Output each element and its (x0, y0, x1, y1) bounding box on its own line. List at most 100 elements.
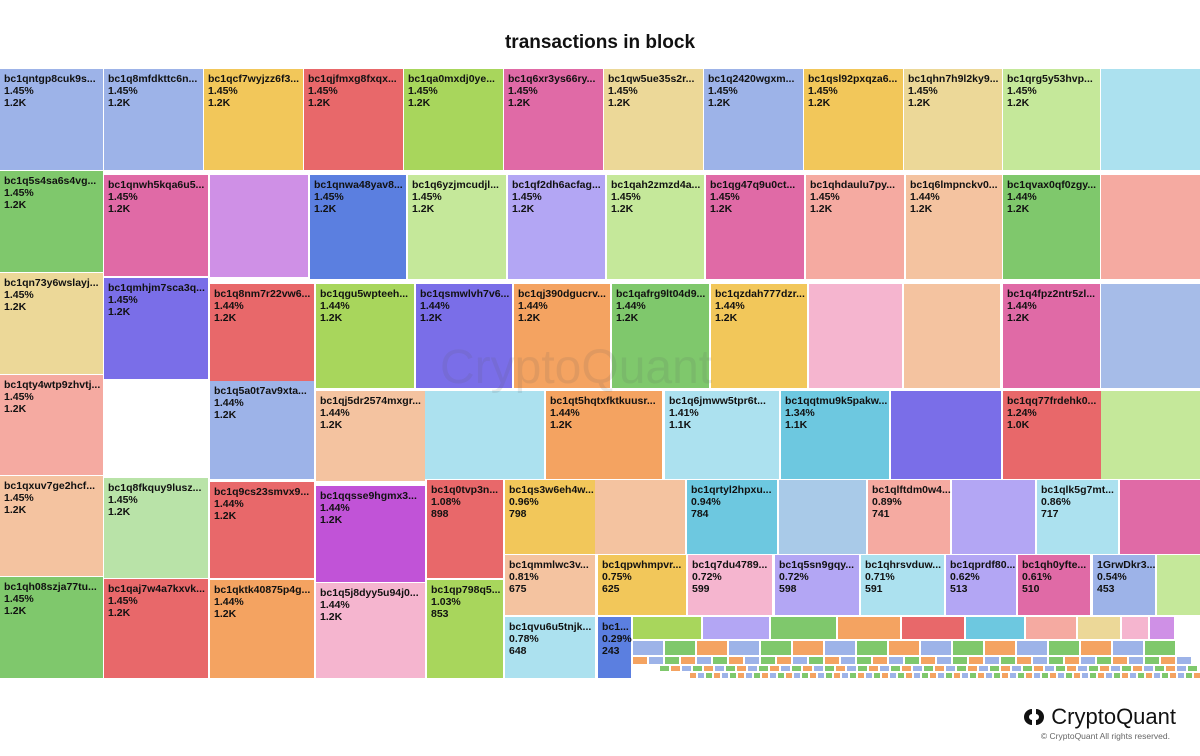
treemap-tile[interactable] (1150, 617, 1174, 639)
treemap-tile[interactable] (779, 480, 866, 554)
treemap-tile[interactable]: 1GrwDkr3...0.54%453 (1093, 555, 1155, 615)
treemap-tile[interactable] (902, 617, 964, 639)
treemap-tile[interactable]: bc1qah2zmzd4a...1.45%1.2K (607, 175, 704, 279)
treemap-tile[interactable] (1101, 69, 1200, 170)
treemap-tile[interactable]: bc1qgu5wpteeh...1.44%1.2K (316, 284, 414, 388)
treemap-tile-rect (508, 175, 605, 279)
treemap-tile[interactable] (633, 617, 701, 639)
treemap-tile[interactable]: bc1qrtyl2hpxu...0.94%784 (687, 480, 777, 554)
treemap-tile[interactable] (1101, 175, 1200, 279)
small-tx-tile (1023, 666, 1032, 671)
treemap-tile-rect (861, 555, 944, 615)
treemap-tile[interactable]: bc1qmhjm7sca3q...1.45%1.2K (104, 278, 208, 379)
treemap-tile[interactable]: bc1qt5hqtxfktkuusr...1.44%1.2K (546, 391, 662, 479)
tile-value: 1.2K (108, 506, 131, 518)
treemap-tile[interactable]: bc1qmmlwc3v...0.81%675 (505, 555, 595, 615)
treemap-tile[interactable]: bc1qnwa48yav8...1.45%1.2K (310, 175, 406, 279)
treemap-tile[interactable] (771, 617, 836, 639)
treemap-tile[interactable]: bc1qj5dr2574mxgr...1.44%1.2K (316, 391, 425, 481)
treemap-tile[interactable] (703, 617, 769, 639)
treemap-tile[interactable]: bc1qxuv7ge2hcf...1.45%1.2K (0, 476, 103, 576)
treemap-tile[interactable]: bc1q5a0t7av9xta...1.44%1.2K (210, 381, 314, 479)
treemap-tile[interactable] (1078, 617, 1120, 639)
treemap-tile[interactable]: bc1qaj7w4a7kxvk...1.45%1.2K (104, 579, 208, 678)
treemap-tile[interactable] (952, 480, 1035, 554)
treemap-tile[interactable]: bc1qzdah777dzr...1.44%1.2K (711, 284, 807, 388)
treemap-tile[interactable]: bc1q6xr3ys66ry...1.45%1.2K (504, 69, 603, 170)
treemap-tile[interactable]: bc1qa0mxdj0ye...1.45%1.2K (404, 69, 503, 170)
treemap-tile[interactable]: bc1qs3w6eh4w...0.96%798 (505, 480, 595, 554)
treemap-tile[interactable]: bc1qqsse9hgmx3...1.44%1.2K (316, 486, 425, 582)
treemap-tile[interactable]: bc1qq77frdehk0...1.24%1.0K (1003, 391, 1103, 479)
treemap-tile[interactable] (1120, 480, 1200, 554)
treemap-tile[interactable]: bc1qlk5g7mt...0.86%717 (1037, 480, 1118, 554)
treemap-tile[interactable]: bc1qcf7wyjzz6f3...1.45%1.2K (204, 69, 303, 170)
treemap-tile[interactable]: bc1qvax0qf0zgy...1.44%1.2K (1003, 175, 1100, 279)
treemap-tile[interactable]: bc1qntgp8cuk9s...1.45%1.2K (0, 69, 103, 170)
treemap-tile[interactable]: bc1qty4wtp9zhvtj...1.45%1.2K (0, 375, 103, 475)
treemap-tile[interactable] (1157, 555, 1200, 615)
treemap-tile[interactable]: bc1qhrsvduw...0.71%591 (861, 555, 944, 615)
treemap-tile[interactable]: bc1qrg5y53hvp...1.45%1.2K (1003, 69, 1100, 170)
treemap-tile-rect (952, 480, 1035, 554)
treemap-tile[interactable]: bc1qnwh5kqa6u5...1.45%1.2K (104, 175, 208, 276)
treemap-tile[interactable]: bc1q5s4sa6s4vg...1.45%1.2K (0, 171, 103, 272)
small-tx-tile (1097, 657, 1111, 664)
treemap-tile[interactable]: bc1q5sn9gqy...0.72%598 (775, 555, 859, 615)
treemap-tile[interactable]: bc1qafrg9lt04d9...1.44%1.2K (612, 284, 709, 388)
treemap-tile[interactable]: bc1q2420wgxm...1.45%1.2K (704, 69, 803, 170)
treemap-tile[interactable] (1122, 617, 1148, 639)
treemap-tile[interactable]: bc1qvu6u5tnjk...0.78%648 (505, 617, 595, 678)
treemap-tile[interactable]: bc1...0.29%243 (598, 617, 632, 678)
treemap-tile[interactable]: bc1q9cs23smvx9...1.44%1.2K (210, 482, 314, 578)
tile-percent: 1.45% (4, 289, 34, 301)
treemap-tile[interactable] (210, 175, 308, 277)
treemap-tile[interactable]: bc1qh0yfte...0.61%510 (1018, 555, 1090, 615)
treemap-tile[interactable]: bc1q8nm7r22vw6...1.44%1.2K (210, 284, 314, 388)
treemap-tile[interactable] (1101, 391, 1200, 479)
treemap-tile[interactable] (1026, 617, 1076, 639)
treemap-tile[interactable]: bc1qn73y6wslayj...1.45%1.2K (0, 273, 103, 374)
treemap-tile[interactable]: bc1q5j8dyy5u94j0...1.44%1.2K (316, 583, 425, 678)
treemap-tile-rect (210, 580, 314, 678)
treemap-tile[interactable]: bc1qjfmxg8fxqx...1.45%1.2K (304, 69, 403, 170)
treemap-tile[interactable]: bc1qf2dh6acfag...1.45%1.2K (508, 175, 605, 279)
treemap-tile[interactable]: bc1q6lmpnckv0...1.44%1.2K (906, 175, 1002, 279)
treemap-tile[interactable] (595, 480, 685, 554)
treemap-tile[interactable]: bc1qj390dgucrv...1.44%1.2K (514, 284, 610, 388)
small-tx-tile (1012, 666, 1021, 671)
treemap-tile[interactable]: bc1qhdaulu7py...1.45%1.2K (806, 175, 904, 279)
treemap-tile[interactable] (904, 284, 1000, 388)
treemap-tile[interactable]: bc1q0tvp3n...1.08%898 (427, 480, 503, 578)
treemap-tile[interactable] (838, 617, 900, 639)
treemap-tile[interactable]: bc1q6yzjmcudjl...1.45%1.2K (408, 175, 506, 279)
small-tx-tile (660, 666, 669, 671)
treemap-tile[interactable]: bc1qh08szja77tu...1.45%1.2K (0, 577, 103, 678)
small-tx-tile (778, 673, 784, 678)
treemap-tile[interactable]: bc1qp798q5...1.03%853 (427, 580, 503, 678)
treemap-tile[interactable]: bc1qsl92pxqza6...1.45%1.2K (804, 69, 903, 170)
treemap-tile[interactable]: bc1q4fpz2ntr5zl...1.44%1.2K (1003, 284, 1100, 388)
treemap-tile[interactable]: bc1q7du4789...0.72%599 (688, 555, 772, 615)
treemap-tile[interactable]: bc1q6jmww5tpr6t...1.41%1.1K (665, 391, 779, 479)
treemap-tile[interactable]: bc1qw5ue35s2r...1.45%1.2K (604, 69, 703, 170)
treemap-tile[interactable]: bc1qhn7h9l2ky9...1.45%1.2K (904, 69, 1002, 170)
treemap-tile[interactable] (425, 391, 544, 479)
treemap-tile[interactable]: bc1q8fkquy9lusz...1.45%1.2K (104, 478, 208, 578)
tile-label: bc1... (602, 621, 629, 633)
treemap-tile[interactable]: bc1q8mfdkttc6n...1.45%1.2K (104, 69, 203, 170)
treemap-tile[interactable]: bc1qsmwlvh7v6...1.44%1.2K (416, 284, 512, 388)
treemap-tile[interactable] (891, 391, 1001, 479)
treemap-tile[interactable]: bc1qqtmu9k5pakw...1.34%1.1K (781, 391, 889, 479)
treemap-tile[interactable] (809, 284, 902, 388)
treemap-tile[interactable] (1101, 284, 1200, 388)
treemap-tile[interactable]: bc1qpwhmpvr...0.75%625 (598, 555, 686, 615)
treemap-tile[interactable]: bc1qprdf80...0.62%513 (946, 555, 1016, 615)
small-tx-tile (1033, 657, 1047, 664)
treemap-tile[interactable] (966, 617, 1024, 639)
tile-value: 1.2K (710, 203, 733, 215)
treemap-tile[interactable]: bc1qg47q9u0ct...1.45%1.2K (706, 175, 804, 279)
treemap-tile[interactable]: bc1qlftdm0w4...0.89%741 (868, 480, 951, 554)
tile-value: 1.2K (408, 97, 431, 109)
treemap-tile[interactable]: bc1qktk40875p4g...1.44%1.2K (210, 580, 314, 678)
